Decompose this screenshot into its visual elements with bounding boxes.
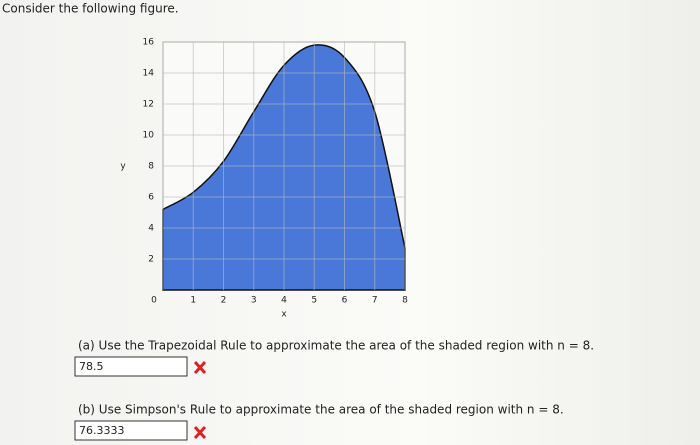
answer-box[interactable] [74, 420, 188, 441]
y-tick-label: 16 [143, 38, 155, 48]
x-tick-label: 6 [342, 296, 348, 306]
y-tick-label: 4 [148, 224, 154, 234]
answer: 76.3333 [79, 424, 125, 437]
wrong-icon [193, 360, 207, 375]
y-tick-label: 6 [148, 193, 154, 203]
question: (a) Use the Trapezoidal Rule to approxim… [78, 339, 594, 353]
y-tick-label: 14 [143, 69, 155, 79]
x-tick-label: 1 [190, 296, 196, 306]
x-tick-label: 0 [151, 296, 157, 306]
x-tick-label: 2 [221, 296, 227, 306]
x-tick-label: 5 [311, 296, 317, 306]
answer-box[interactable] [74, 356, 188, 377]
y-tick-label: 12 [143, 100, 154, 110]
x-tick-label: 3 [251, 296, 257, 306]
y-tick-label: 2 [148, 255, 154, 265]
y-axis-label: y [120, 162, 126, 172]
prompt: Consider the following figure. [2, 2, 179, 16]
y-tick-label: 8 [148, 162, 154, 172]
y-tick-label: 10 [143, 131, 155, 141]
wrong-icon [193, 425, 207, 440]
x-tick-label: 4 [281, 296, 287, 306]
x-axis-label: x [281, 310, 287, 320]
x-tick-label: 8 [402, 296, 408, 306]
answer: 78.5 [79, 360, 104, 373]
x-tick-label: 7 [372, 296, 378, 306]
question: (b) Use Simpson's Rule to approximate th… [78, 403, 564, 417]
